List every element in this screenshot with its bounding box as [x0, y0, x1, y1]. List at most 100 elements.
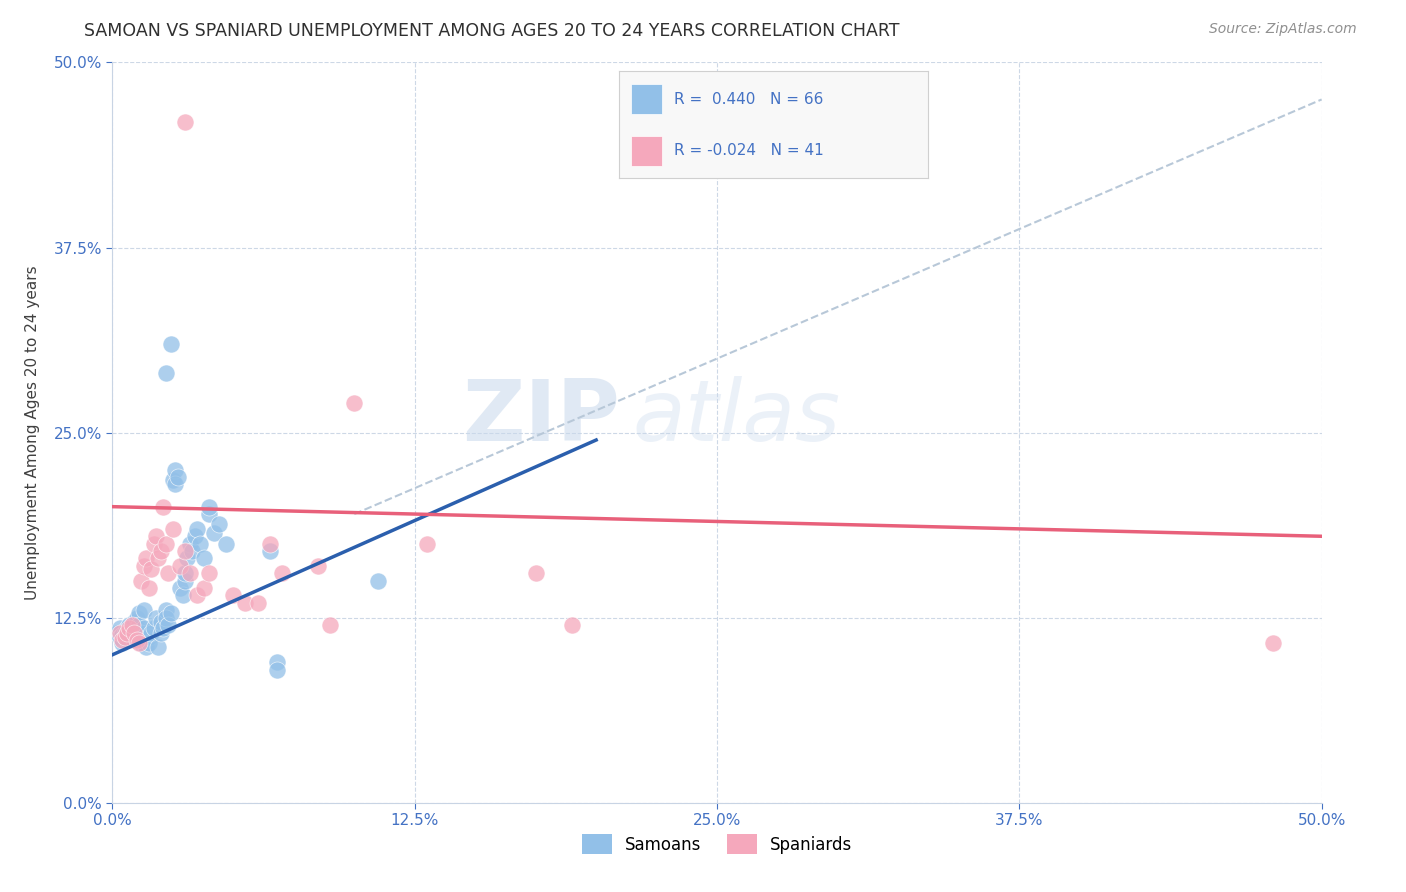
Point [152, 621, 174, 635]
Point [174, 544, 197, 558]
Bar [631, 84, 662, 114]
Point [202, 526, 225, 541]
Point [343, 396, 366, 410]
Point [155, 536, 177, 550]
Point [165, 477, 187, 491]
Point [181, 544, 204, 558]
Point [179, 566, 201, 581]
Point [235, 596, 257, 610]
Point [105, 625, 128, 640]
Point [125, 632, 148, 647]
Point [155, 603, 177, 617]
Point [159, 336, 181, 351]
Point [131, 636, 153, 650]
Point [114, 630, 136, 644]
Point [115, 625, 138, 640]
Point [148, 551, 170, 566]
Point [155, 610, 177, 624]
Text: R =  0.440   N = 66: R = 0.440 N = 66 [675, 92, 824, 107]
Point [132, 603, 155, 617]
Point [266, 655, 288, 669]
Point [157, 566, 180, 581]
Point [198, 507, 221, 521]
Point [270, 566, 292, 581]
Point [524, 566, 547, 581]
Point [131, 574, 153, 588]
Point [183, 529, 205, 543]
Point [118, 621, 141, 635]
Point [108, 625, 131, 640]
Point [111, 632, 134, 647]
Text: Source: ZipAtlas.com: Source: ZipAtlas.com [1209, 22, 1357, 37]
Text: R = -0.024   N = 41: R = -0.024 N = 41 [675, 143, 824, 158]
Legend: Samoans, Spaniards: Samoans, Spaniards [575, 828, 859, 861]
Point [125, 610, 148, 624]
Point [198, 500, 221, 514]
Point [266, 663, 288, 677]
Point [138, 636, 160, 650]
Point [561, 618, 583, 632]
Point [111, 636, 134, 650]
Point [307, 558, 329, 573]
Point [186, 589, 208, 603]
Point [125, 621, 148, 635]
Point [122, 625, 145, 640]
Point [121, 625, 143, 640]
Point [179, 536, 201, 550]
Point [198, 566, 221, 581]
Point [174, 114, 197, 128]
Point [416, 536, 439, 550]
Point [141, 562, 163, 576]
Point [122, 632, 145, 647]
Point [319, 618, 342, 632]
Y-axis label: Unemployment Among Ages 20 to 24 years: Unemployment Among Ages 20 to 24 years [25, 265, 39, 600]
Point [1263, 636, 1285, 650]
Point [169, 581, 191, 595]
Point [367, 574, 389, 588]
Point [169, 558, 191, 573]
Text: SAMOAN VS SPANIARD UNEMPLOYMENT AMONG AGES 20 TO 24 YEARS CORRELATION CHART: SAMOAN VS SPANIARD UNEMPLOYMENT AMONG AG… [84, 22, 900, 40]
Point [246, 596, 269, 610]
Point [138, 581, 160, 595]
Point [193, 581, 215, 595]
Point [149, 615, 172, 629]
Point [165, 462, 187, 476]
Point [135, 551, 157, 566]
Point [174, 566, 197, 581]
Point [108, 621, 131, 635]
Point [121, 621, 143, 635]
Point [259, 544, 281, 558]
Point [172, 589, 194, 603]
Point [142, 621, 165, 635]
Point [166, 470, 188, 484]
Point [111, 628, 134, 642]
Point [148, 640, 170, 655]
Point [121, 618, 143, 632]
Point [132, 558, 155, 573]
Point [186, 522, 208, 536]
Point [176, 551, 198, 566]
Point [157, 618, 180, 632]
Point [138, 630, 160, 644]
Point [118, 624, 141, 638]
Point [208, 517, 231, 532]
Point [159, 607, 181, 621]
Point [149, 544, 172, 558]
Text: ZIP: ZIP [463, 376, 620, 459]
Point [114, 630, 136, 644]
Point [128, 607, 150, 621]
Point [142, 536, 165, 550]
Point [152, 500, 174, 514]
Point [135, 640, 157, 655]
Point [132, 621, 155, 635]
Point [131, 625, 153, 640]
Point [108, 630, 131, 644]
Point [174, 574, 197, 588]
Point [222, 589, 245, 603]
Point [145, 610, 167, 624]
Bar [631, 136, 662, 166]
Point [122, 615, 145, 629]
Point [115, 632, 138, 647]
Point [162, 522, 184, 536]
Text: atlas: atlas [633, 376, 841, 459]
